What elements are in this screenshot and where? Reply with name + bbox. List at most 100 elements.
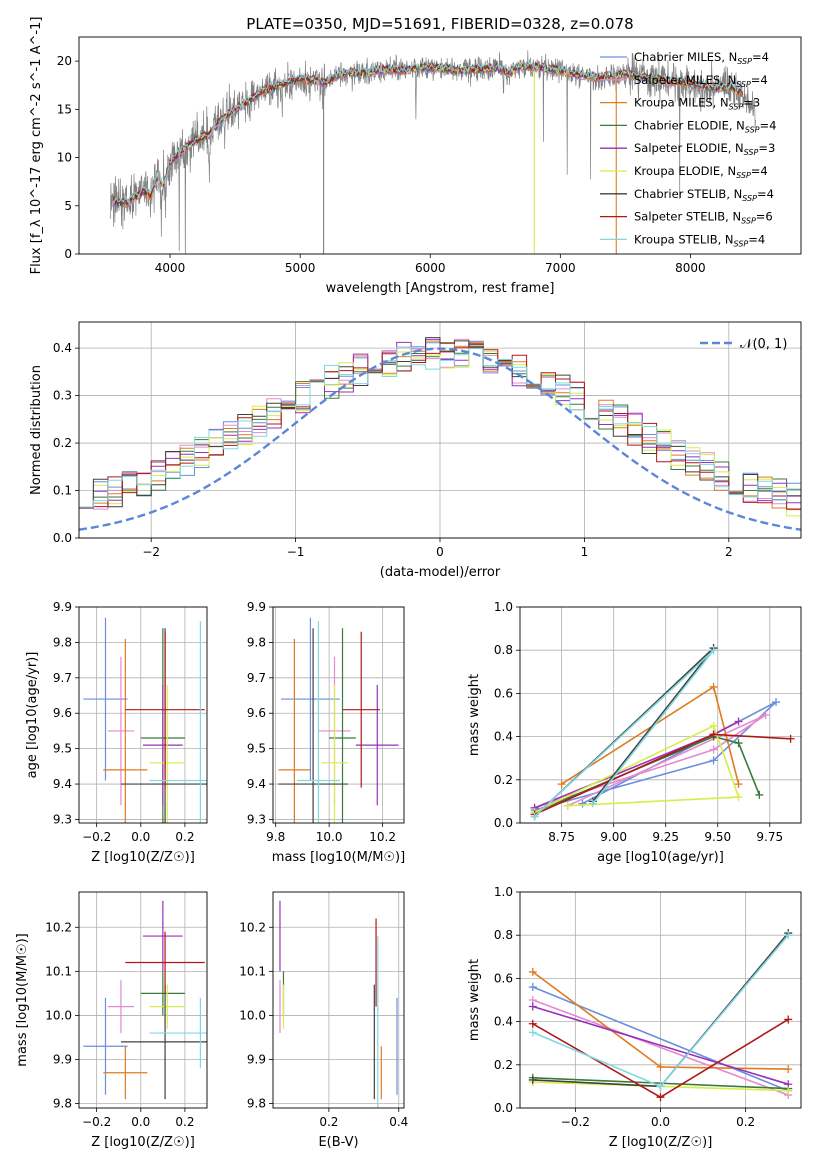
- y-tick-label: 0.4: [494, 1015, 513, 1029]
- series-kroupa-miles: [557, 682, 743, 789]
- axes-frame: [272, 606, 405, 824]
- series-marker: [557, 780, 566, 789]
- x-tick-label: 9.75: [756, 830, 783, 844]
- y-tick-label: 9.9: [247, 1053, 266, 1067]
- errorbar-chabrier-elodie: [329, 628, 356, 823]
- model-line-kroupa-stelib: [112, 60, 743, 204]
- x-tick-label: 10.2: [369, 830, 396, 844]
- y-tick-label: 0.0: [494, 816, 513, 830]
- errorbar-kroupa-stelib: [149, 997, 207, 1069]
- series-marker: [528, 983, 537, 992]
- errorbar-kroupa-elodie: [321, 684, 348, 823]
- y-tick-label: 0.6: [494, 686, 513, 700]
- x-tick-label: 0.2: [319, 1115, 338, 1129]
- series-marker: [528, 967, 537, 976]
- y-tick-label: 9.7: [247, 671, 266, 685]
- x-tick-label: 9.00: [600, 830, 627, 844]
- y-tick-label: 10.1: [239, 964, 266, 978]
- x-tick-label: 1: [581, 545, 589, 559]
- series-marker: [784, 1015, 793, 1024]
- series-kroupa-stelib: [530, 646, 718, 821]
- ticks-z-mass: −0.2 0.0 0.2 9.8 9.9 10.0 10.1 10.2: [45, 920, 194, 1129]
- x-tick-label: 0.0: [131, 830, 150, 844]
- x-axis-label: Z [log10(Z/Z☉)]: [609, 1135, 713, 1150]
- errorbar-chabrier-miles: [83, 997, 128, 1095]
- series-marker: [563, 801, 572, 810]
- y-tick-label: 0.2: [494, 1058, 513, 1072]
- y-tick-label: 20: [57, 54, 72, 68]
- y-tick-label: 9.9: [247, 600, 266, 614]
- legend-label: Salpeter STELIB, NSSP=6: [634, 210, 773, 226]
- x-tick-label: −0.2: [82, 830, 111, 844]
- y-axis-label: mass [log10(M/M☉)]: [15, 933, 30, 1066]
- errorbar-salpeter-elodie: [143, 900, 183, 972]
- y-tick-label: 0.8: [494, 928, 513, 942]
- series-marker: [734, 739, 743, 748]
- y-tick-label: 0: [64, 247, 72, 261]
- y-tick-label: 9.8: [53, 1097, 72, 1111]
- x-tick-label: 0.2: [175, 830, 194, 844]
- x-tick-label: −2: [142, 545, 160, 559]
- x-tick-label: 6000: [415, 261, 446, 275]
- series-marker: [528, 1019, 537, 1028]
- y-tick-label: 0.6: [494, 971, 513, 985]
- ticks-spectrum: 4000 5000 6000 7000 8000 0 5 10 15 20: [57, 54, 706, 275]
- y-axis-label: Normed distribution: [29, 365, 44, 495]
- x-tick-label: 0.2: [736, 1115, 755, 1129]
- ticks-z-age: −0.2 0.0 0.2 9.3 9.4 9.5 9.6 9.7 9.8 9.9: [53, 600, 195, 844]
- plot-area-z-mass: [83, 900, 207, 1100]
- series-marker: [588, 799, 597, 808]
- ticks-age-weight: 8.75 9.00 9.25 9.50 9.75 0.0 0.2 0.4 0.6 0.8 1.0: [494, 600, 783, 844]
- series-line: [532, 1005, 789, 1085]
- errorbar-salpeter-elodie: [355, 684, 399, 806]
- x-tick-label: 0.0: [651, 1115, 670, 1129]
- y-tick-label: 1.0: [494, 600, 513, 614]
- series-marker: [755, 790, 764, 799]
- series-marker: [709, 682, 718, 691]
- panel-spectrum: 4000 5000 6000 7000 8000 0 5 10 15 20 wavelength […: [29, 17, 802, 296]
- axes-frame: [78, 891, 208, 1109]
- panel-z-age: −0.2 0.0 0.2 9.3 9.4 9.5 9.6 9.7 9.8 9.9 Z [log10(…: [25, 600, 208, 865]
- x-tick-label: 10.0: [316, 830, 343, 844]
- y-tick-label: 0.0: [494, 1101, 513, 1115]
- y-tick-label: 9.5: [53, 742, 72, 756]
- series-marker: [734, 717, 743, 726]
- errorbar-salpeter-stelib: [125, 631, 205, 788]
- y-tick-label: 0.2: [53, 436, 72, 450]
- y-tick-label: 10.2: [239, 920, 266, 934]
- series-marker: [709, 721, 718, 730]
- spectrum-legend: Chabrier MILES, NSSP=4 Salpeter MILES, NS…: [600, 50, 776, 248]
- y-tick-label: 9.8: [247, 1097, 266, 1111]
- x-tick-label: 9.25: [652, 830, 679, 844]
- x-tick-label: −1: [287, 545, 305, 559]
- spectrum-data-line: [109, 50, 756, 254]
- y-tick-label: 0.4: [53, 341, 72, 355]
- y-tick-label: 15: [57, 102, 72, 116]
- plot-area-mass-age: [278, 617, 399, 823]
- ticks-ebv-mass: 0.2 0.4 9.8 9.9 10.0 10.1 10.2: [239, 920, 408, 1129]
- x-tick-label: 2: [725, 545, 733, 559]
- y-tick-label: 9.3: [53, 812, 72, 826]
- errorbar-chabrier-elodie: [140, 971, 185, 1016]
- y-tick-label: 9.5: [247, 742, 266, 756]
- legend-label: Chabrier STELIB, NSSP=4: [634, 187, 774, 203]
- axes-frame: [272, 891, 405, 1109]
- series-marker: [772, 698, 781, 707]
- y-tick-label: 9.8: [247, 635, 266, 649]
- panel-age-weight: 8.75 9.00 9.25 9.50 9.75 0.0 0.2 0.4 0.6 0.8 1.0 ag…: [467, 600, 802, 865]
- x-tick-label: 9.8: [266, 830, 285, 844]
- y-tick-label: 9.6: [247, 706, 266, 720]
- series-marker: [528, 1075, 537, 1084]
- x-tick-label: 5000: [285, 261, 316, 275]
- errorbar-chabrier-miles: [281, 617, 340, 781]
- errorbar-salpeter-stelib: [125, 931, 205, 994]
- panel-mass-age: 9.8 10.0 10.2 9.3 9.4 9.5 9.6 9.7 9.8 9.9 mass [lo…: [247, 600, 405, 865]
- x-tick-label: 0: [436, 545, 444, 559]
- y-tick-label: 0.4: [494, 730, 513, 744]
- errorbar-salpeter-miles: [107, 980, 135, 1034]
- y-axis-label: mass weight: [467, 959, 482, 1041]
- errorbar-chabrier-stelib: [120, 984, 207, 1100]
- legend-label: Chabrier ELODIE, NSSP=4: [634, 118, 776, 134]
- plot-area-z-age: [83, 617, 207, 823]
